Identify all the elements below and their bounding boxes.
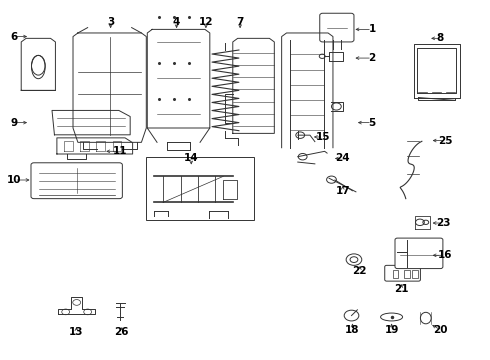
Bar — [404, 270, 410, 278]
Text: 2: 2 — [368, 53, 376, 63]
Text: 17: 17 — [336, 186, 350, 196]
Text: 3: 3 — [107, 17, 114, 27]
Text: 12: 12 — [198, 17, 213, 27]
FancyBboxPatch shape — [31, 163, 122, 199]
Text: 25: 25 — [438, 136, 453, 145]
Text: 18: 18 — [345, 325, 360, 335]
FancyBboxPatch shape — [385, 265, 420, 281]
Text: 9: 9 — [11, 118, 18, 128]
Text: 13: 13 — [69, 327, 84, 337]
Text: 22: 22 — [353, 266, 367, 276]
Text: 21: 21 — [394, 284, 409, 294]
Text: 4: 4 — [173, 17, 180, 27]
FancyBboxPatch shape — [395, 238, 443, 269]
Bar — [412, 270, 418, 278]
Text: 14: 14 — [184, 153, 198, 163]
Text: 7: 7 — [237, 17, 244, 27]
Text: 11: 11 — [113, 146, 128, 156]
Text: 19: 19 — [384, 325, 399, 335]
Text: 8: 8 — [437, 33, 444, 43]
Bar — [147, 157, 254, 220]
Text: 5: 5 — [368, 118, 376, 128]
FancyBboxPatch shape — [320, 13, 354, 42]
Text: 6: 6 — [11, 32, 18, 41]
Text: 24: 24 — [336, 153, 350, 163]
Text: 26: 26 — [115, 327, 129, 337]
Text: 23: 23 — [436, 218, 450, 228]
Bar — [392, 270, 398, 278]
Text: 1: 1 — [368, 24, 376, 35]
Text: 16: 16 — [438, 250, 453, 260]
Text: 20: 20 — [433, 325, 448, 335]
Text: 10: 10 — [7, 175, 22, 185]
Text: 15: 15 — [316, 132, 330, 142]
